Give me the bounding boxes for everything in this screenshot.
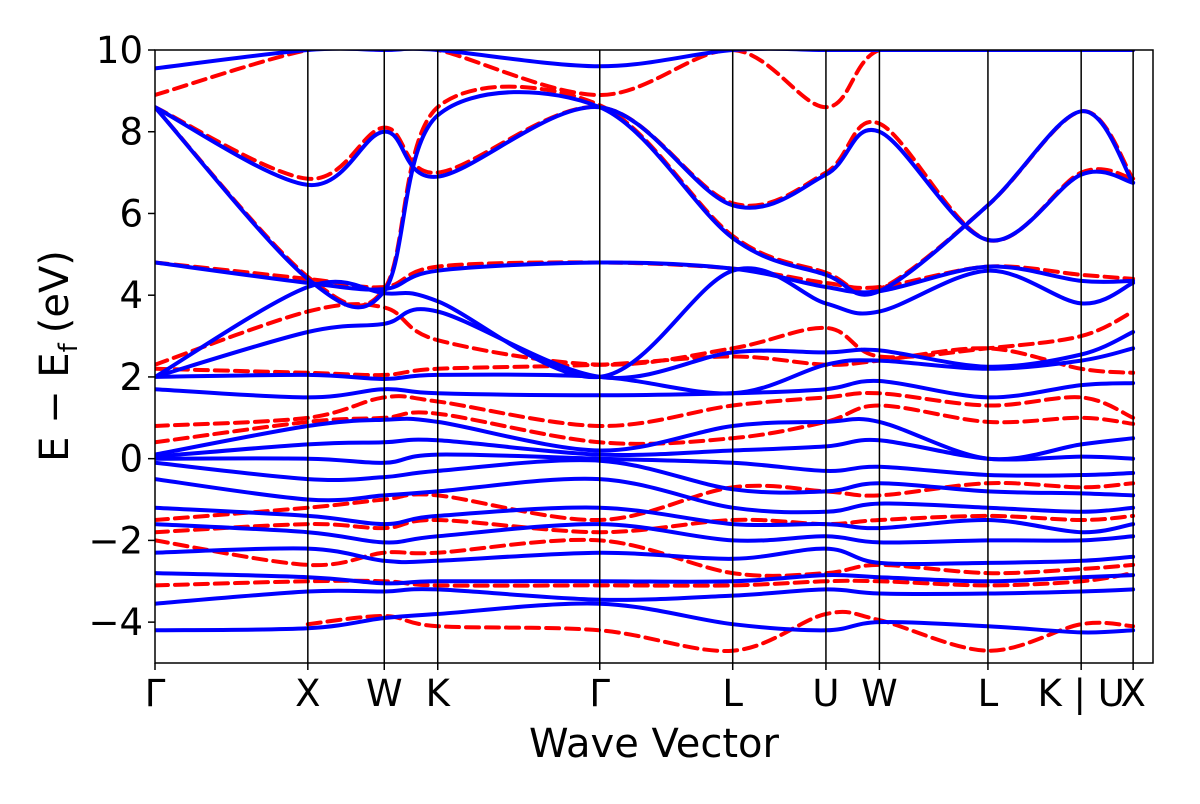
band-solid-0 <box>155 601 1136 635</box>
y-tick-label-2: 0 <box>119 438 143 481</box>
y-tick-label-0: −4 <box>88 601 143 644</box>
y-tick-label-4: 4 <box>119 274 143 317</box>
y-tick-label-1: −2 <box>88 519 143 562</box>
band-solid-18 <box>155 50 1136 71</box>
band-solid-13 <box>155 307 1136 380</box>
band-dashed-2 <box>155 537 1136 578</box>
y-tick-label-6: 8 <box>119 111 143 154</box>
x-tick-label-4: Γ <box>589 672 610 715</box>
band-dashed-0 <box>305 609 1136 653</box>
band-solid-3 <box>155 546 1136 567</box>
band-dashed-12 <box>155 50 1136 110</box>
y-tick-label-7: 10 <box>96 29 143 72</box>
x-tick-label-5: L <box>722 672 743 715</box>
band-solid-6 <box>155 476 1136 515</box>
x-tick-label-2: W <box>366 672 403 715</box>
band-solid-5 <box>155 505 1136 535</box>
y-axis-label: E − Ef (eV) <box>32 250 84 462</box>
band-solid-10 <box>155 416 1136 462</box>
y-tick-label-5: 6 <box>119 192 143 235</box>
band-solid-11 <box>155 378 1136 400</box>
x-tick-label-3: K <box>426 672 452 715</box>
band-dashed-3 <box>155 513 1136 535</box>
band-solid-14 <box>155 266 1136 379</box>
x-tick-label-8: L <box>978 672 999 715</box>
band-solid-4 <box>155 522 1136 545</box>
x-tick-label-6: U <box>812 672 839 715</box>
band-solid-8 <box>155 452 1136 478</box>
band-solid-16 <box>155 105 1136 243</box>
x-axis-label: Wave Vector <box>529 721 780 767</box>
y-axis: −4 −2 0 2 4 6 8 10 <box>88 29 155 644</box>
x-tick-label-1: X <box>295 672 320 715</box>
band-solid-2 <box>155 571 1136 586</box>
band-dashed-5 <box>155 403 1136 446</box>
y-axis-label-main: E − E <box>32 352 78 462</box>
band-solid-7 <box>155 458 1136 498</box>
x-tick-label-9: K | U <box>1037 672 1124 715</box>
high-symmetry-lines <box>307 50 1134 663</box>
x-tick-label-7: W <box>861 672 898 715</box>
band-dashed-4 <box>155 480 1136 523</box>
y-axis-label-unit: (eV) <box>32 250 78 333</box>
band-dashed-6 <box>155 390 1136 429</box>
band-solid-15 <box>155 260 1136 295</box>
band-solid-1 <box>155 587 1136 606</box>
x-tick-label-0: Γ <box>145 672 166 715</box>
band-dashed-1 <box>155 571 1136 588</box>
bands-layer <box>155 50 1136 653</box>
x-tick-label-10: X <box>1120 672 1145 715</box>
y-tick-label-3: 2 <box>119 356 143 399</box>
band-solid-17 <box>155 90 1136 310</box>
y-axis-label-subscript: f <box>54 342 84 352</box>
plot-frame <box>154 49 1154 664</box>
